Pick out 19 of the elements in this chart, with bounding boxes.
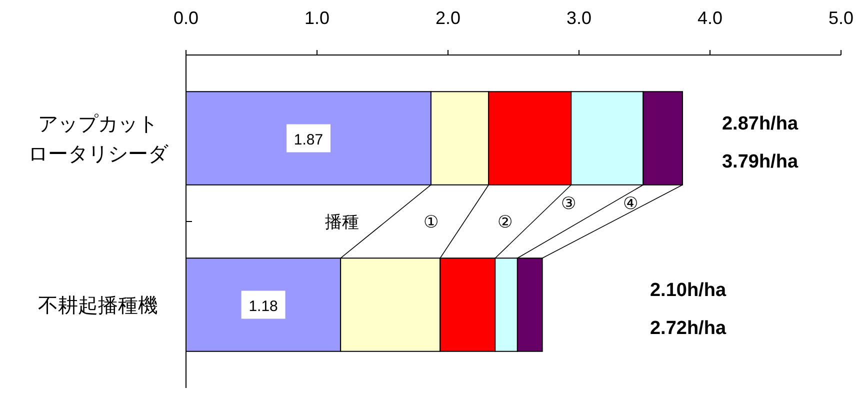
x-tick-label: 3.0 (566, 8, 592, 28)
series-label: 播種 (324, 212, 359, 232)
x-tick-label: 0.0 (173, 8, 199, 28)
data-label: 1.18 (248, 298, 278, 315)
x-tick-label: 5.0 (828, 8, 854, 28)
annotation: 2.87h/ha (722, 113, 798, 134)
series-label: ④ (622, 194, 638, 213)
annotation: 2.10h/ha (650, 280, 726, 301)
x-tick-label: 1.0 (304, 8, 330, 28)
series-label: ① (424, 212, 439, 232)
series-label: ③ (561, 194, 576, 213)
series-label: ② (497, 212, 512, 232)
y-tick-label: アップカットロータリシーダ (28, 113, 169, 166)
annotation: 3.79h/ha (722, 151, 798, 172)
x-tick-label: 2.0 (435, 8, 461, 28)
annotation: 2.72h/ha (650, 318, 726, 339)
x-tick-label: 4.0 (697, 8, 723, 28)
y-tick-label: 不耕起播種機 (38, 294, 158, 317)
data-label: 1.87 (294, 131, 324, 148)
